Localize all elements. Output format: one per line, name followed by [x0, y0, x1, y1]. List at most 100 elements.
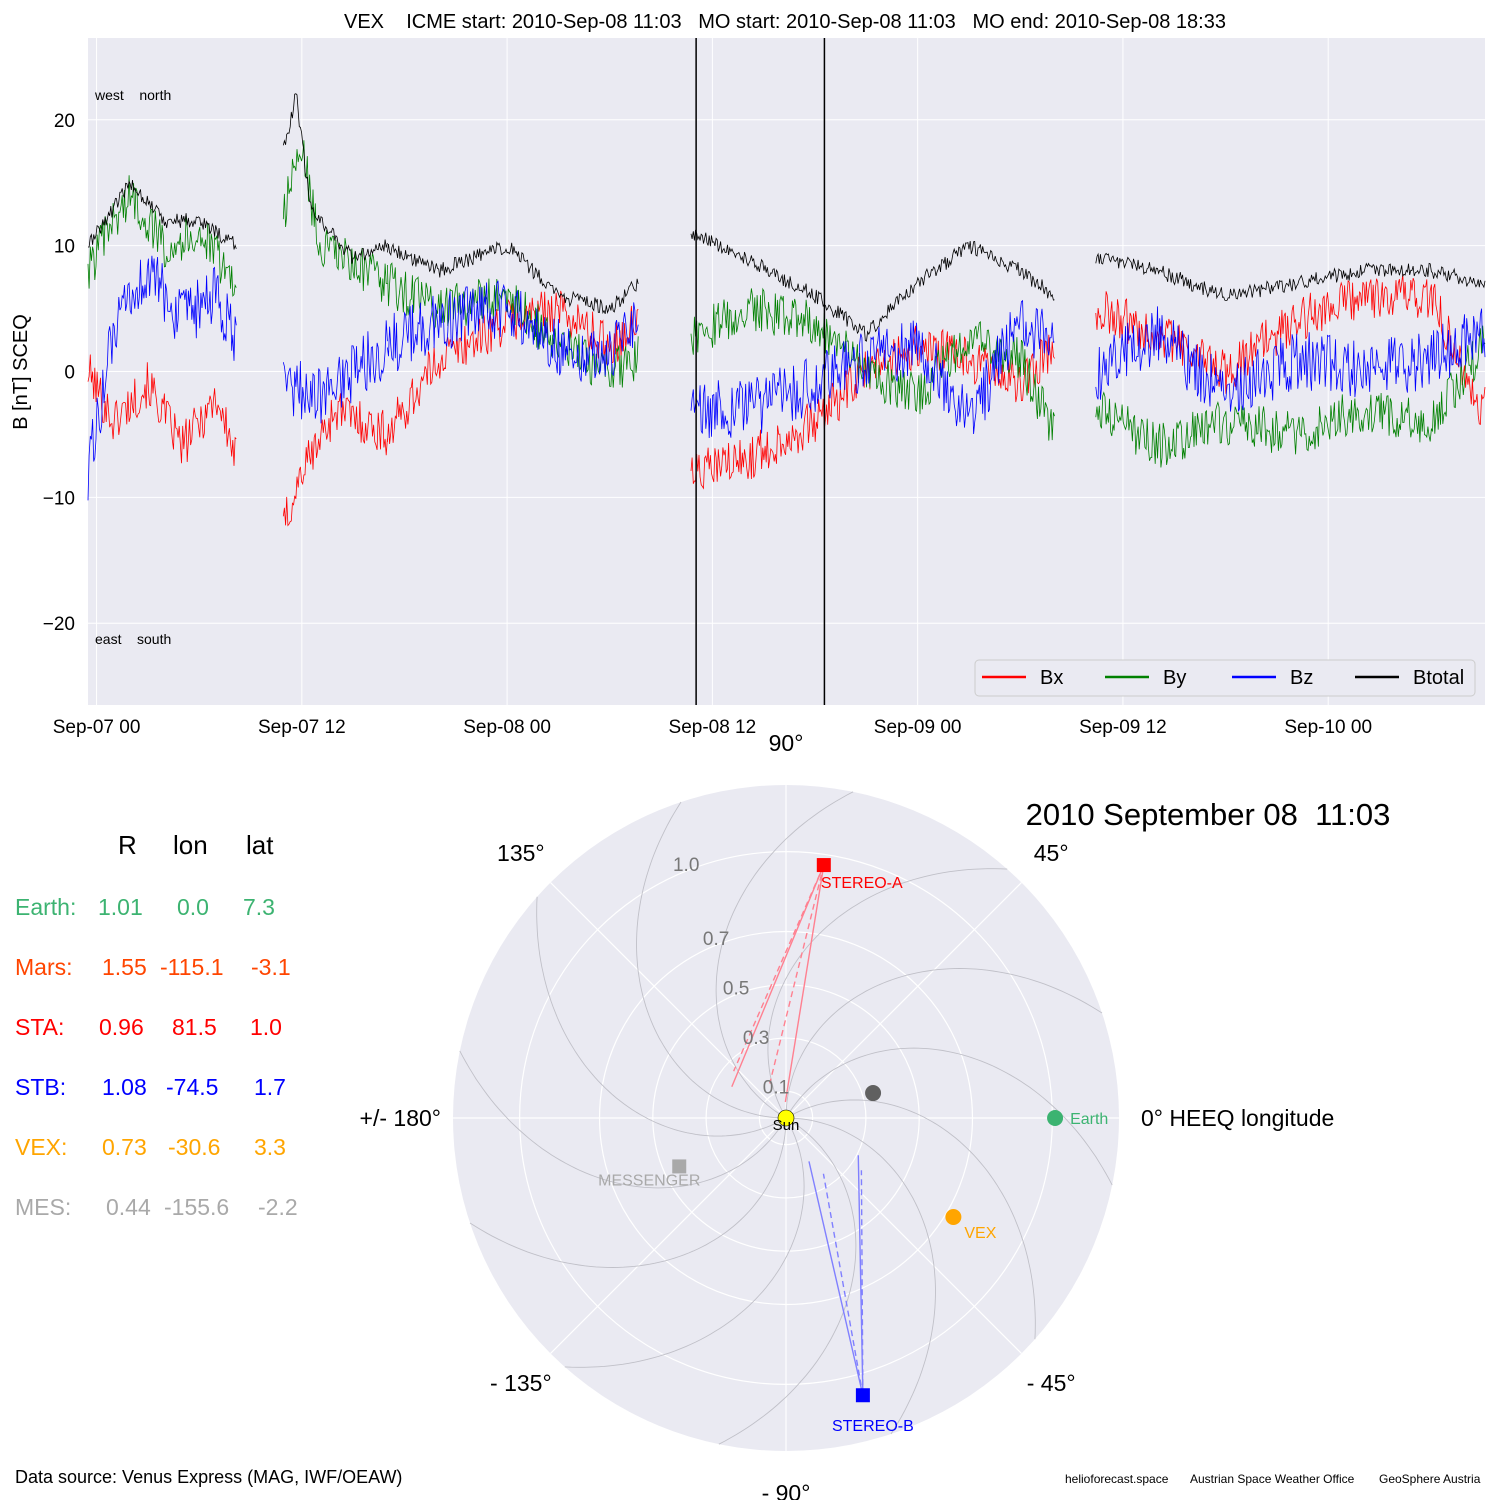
angular-gridline: [785, 1117, 1022, 1354]
x-tick-label: Sep-07 12: [258, 717, 346, 738]
series-bz-line: [1095, 306, 1486, 412]
x-tick-label: Sep-08 00: [463, 717, 551, 738]
series-bx-line: [387, 290, 639, 444]
body-label-vex: VEX: [964, 1225, 996, 1242]
series-btotal-line: [87, 179, 237, 250]
y-tick-label: 0: [64, 363, 75, 384]
series-btotal-line: [690, 229, 1055, 342]
parker-spiral: [459, 1050, 787, 1189]
position-row: Mars: 1.55 -115.1 -3.1: [0, 954, 330, 994]
header-lat: lat: [246, 830, 274, 860]
radial-tick-label: 0.1: [763, 1077, 789, 1098]
parker-spiral: [785, 1047, 1113, 1186]
angle-labels: 0° HEEQ longitude 45° 90° 135° +/- 180° - 135…: [360, 730, 1335, 1500]
magnetic-field-timeseries: VEX ICME start: 2010-Sep-08 11:03 MO sta…: [10, 11, 1486, 738]
angle-label: - 135°: [490, 1370, 552, 1396]
position-cell-body: Mars:: [15, 954, 73, 980]
angle-label: 90°: [769, 730, 804, 756]
body-label-messenger: MESSENGER: [598, 1172, 700, 1189]
position-cell-lat: 3.3: [254, 1134, 286, 1160]
annotation-east-south: east south: [95, 631, 171, 647]
timeseries-title: VEX ICME start: 2010-Sep-08 11:03 MO sta…: [344, 11, 1226, 33]
parker-spiral: [785, 968, 1103, 1119]
position-cell-r: 0.44: [106, 1194, 151, 1220]
legend-label-btotal: Btotal: [1413, 667, 1464, 689]
heliosphere-polar-plot: 0.1 0.3 0.5 0.7 1.0 0° HEEQ longitude 45° 90° 1…: [360, 730, 1391, 1500]
position-row: Earth: 1.01 0.0 7.3: [0, 894, 330, 934]
timeseries-series: [87, 93, 1486, 527]
body-label-earth: Earth: [1070, 1111, 1108, 1128]
header-lon: lon: [173, 830, 208, 860]
body-label-sun: Sun: [773, 1117, 800, 1134]
body-marker-stereo-a: [816, 858, 831, 873]
x-tick-label: Sep-08 12: [669, 717, 757, 738]
y-tick-label: −20: [43, 614, 75, 635]
position-cell-r: 1.08: [102, 1074, 147, 1100]
x-tick-label: Sep-10 00: [1284, 717, 1372, 738]
position-cell-lat: 1.0: [250, 1014, 282, 1040]
body-marker-sun: [777, 1109, 795, 1127]
angle-label: 0° HEEQ longitude: [1141, 1105, 1334, 1131]
fov-line-stereo-b: [860, 1170, 864, 1396]
body-label-stereo-b: STEREO-B: [832, 1418, 914, 1435]
credit-helioforecast: helioforecast.space: [1065, 1472, 1169, 1486]
position-cell-r: 0.73: [102, 1134, 147, 1160]
y-tick-label: 20: [54, 111, 75, 132]
position-row: VEX: 0.73 -30.6 3.3: [0, 1134, 330, 1174]
mo-boundary-lines: [695, 38, 826, 705]
fov-line-stereo-a: [731, 864, 825, 1088]
y-tick-label: 10: [54, 237, 75, 258]
position-cell-body: Earth:: [15, 894, 77, 920]
angle-label: +/- 180°: [360, 1105, 441, 1131]
series-bz-line: [387, 280, 639, 382]
position-cell-lon: -155.6: [164, 1194, 230, 1220]
body-marker-messenger: [672, 1159, 687, 1174]
parker-spiral: [536, 896, 787, 1137]
position-cell-lon: 81.5: [172, 1014, 217, 1040]
parker-spiral: [636, 801, 787, 1119]
stereo-fov-lines: [731, 864, 864, 1396]
fov-line-stereo-a: [784, 864, 825, 1103]
timeseries-legend: Bx By Bz Btotal: [974, 659, 1476, 697]
fov-line-stereo-a: [733, 864, 825, 1072]
fov-line-stereo-a: [769, 864, 825, 1084]
position-cell-lat: 7.3: [243, 894, 275, 920]
fov-line-stereo-b: [857, 1155, 864, 1396]
series-bx-line: [87, 354, 237, 466]
position-cell-lon: -115.1: [160, 954, 224, 980]
parker-spiral: [715, 791, 854, 1119]
position-row: STB: 1.08 -74.5 1.7: [0, 1074, 330, 1114]
series-bx-line: [282, 393, 388, 527]
position-cell-lon: -30.6: [168, 1134, 221, 1160]
position-cell-r: 1.01: [98, 894, 143, 920]
series-btotal-line: [282, 93, 388, 264]
angle-label: - 90°: [762, 1480, 811, 1500]
position-cell-lon: -74.5: [166, 1074, 219, 1100]
body-marker-earth: [1047, 1110, 1064, 1126]
position-cell-r: 0.96: [99, 1014, 144, 1040]
series-by-line: [1095, 325, 1486, 468]
radial-tick-labels: 0.1 0.3 0.5 0.7 1.0: [673, 855, 789, 1098]
series-by-line: [690, 287, 1055, 441]
timeseries-ylabel: B [nT] SCEQ: [10, 314, 32, 430]
series-bz-line: [690, 299, 1055, 439]
parker-spirals: [459, 791, 1113, 1445]
data-source-note: Data source: Venus Express (MAG, IWF/OEA…: [15, 1467, 403, 1487]
angle-label: 45°: [1034, 840, 1069, 866]
parker-spiral: [785, 1099, 1036, 1340]
legend-label-bz: Bz: [1290, 667, 1313, 689]
credit-geosphere: GeoSphere Austria: [1379, 1472, 1481, 1486]
angular-gridline: [785, 882, 1022, 1119]
parker-spiral: [564, 1117, 805, 1368]
position-cell-lon: 0.0: [177, 894, 209, 920]
position-cell-body: MES:: [15, 1194, 72, 1220]
position-row: MES: 0.44 -155.6 -2.2: [0, 1194, 330, 1234]
angular-gridline: [550, 882, 787, 1119]
angle-label: 135°: [497, 840, 545, 866]
radial-tick-label: 0.7: [703, 929, 729, 950]
annotation-west-north: west north: [94, 87, 171, 103]
series-bz-line: [87, 255, 237, 501]
legend-label-by: By: [1163, 667, 1186, 689]
timeseries-x-ticks: Sep-07 00 Sep-07 12 Sep-08 00 Sep-08 12 Sep-…: [53, 717, 1372, 738]
position-cell-lat: -2.2: [258, 1194, 298, 1220]
